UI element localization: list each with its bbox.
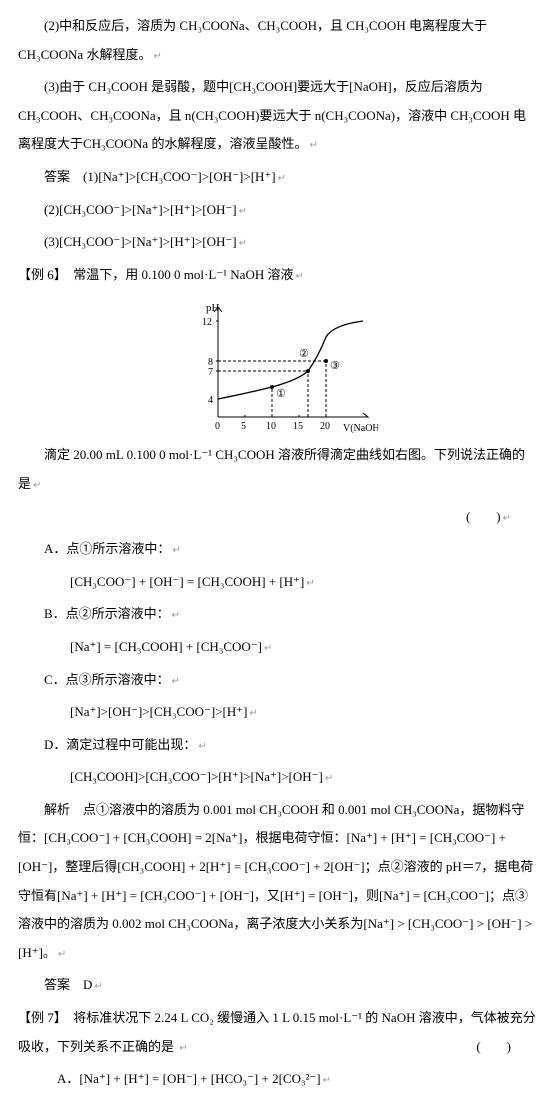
answer-3-line: (3)[CH₃COO⁻]>[Na⁺]>[H⁺]>[OH⁻]↵ (18, 228, 537, 257)
titration-curve-graph: pH 12 8 7 4 0 5 10 15 20 V(NaOH)/mL ① ② … (178, 297, 378, 437)
ex7-paren: ( ) (476, 1033, 511, 1062)
text: A．点①所示溶液中： (44, 541, 170, 556)
y-axis-label: pH (206, 302, 220, 314)
return-mark: ↵ (239, 238, 247, 249)
example-6-header: 【例 6】 常温下，用 0.100 0 mol·L⁻¹ NaOH 溶液↵ (18, 261, 537, 290)
text: [CH₃COO⁻] + [OH⁻] = [CH₃COOH] + [H⁺] (70, 574, 304, 589)
option-a-line2: [CH₃COO⁻] + [OH⁻] = [CH₃COOH] + [H⁺]↵ (70, 568, 537, 597)
return-mark: ↵ (179, 1043, 187, 1054)
return-mark: ↵ (309, 140, 317, 151)
text: (2)中和反应后，溶质为 CH₃COONa、CH₃COOH，且 CH₃COOH … (18, 18, 487, 62)
analysis-label: 解析 (44, 802, 70, 817)
return-mark: ↵ (198, 741, 206, 752)
xtick-5: 5 (241, 421, 246, 432)
answer-3: (3)[CH₃COO⁻]>[Na⁺]>[H⁺]>[OH⁻] (44, 234, 237, 249)
mark-1: ① (276, 388, 286, 400)
return-mark: ↵ (33, 480, 41, 491)
return-mark: ↵ (503, 513, 511, 524)
x-axis-label: V(NaOH)/mL (343, 423, 378, 434)
return-mark: ↵ (325, 773, 333, 784)
xtick-20: 20 (320, 421, 330, 432)
paragraph-2: (2)中和反应后，溶质为 CH₃COONa、CH₃COOH，且 CH₃COOH … (18, 12, 537, 69)
final-answer-label: 答案 (44, 977, 70, 992)
final-answer-value: D (83, 977, 92, 992)
answer-2: (2)[CH₃COO⁻]>[Na⁺]>[H⁺]>[OH⁻] (44, 202, 237, 217)
return-mark: ↵ (249, 708, 257, 719)
return-mark: ↵ (172, 545, 180, 556)
return-mark: ↵ (172, 676, 180, 687)
option-d-line1: D．滴定过程中可能出现：↵ (44, 731, 537, 760)
text: [Na⁺]>[OH⁻]>[CH₃COO⁻]>[H⁺] (70, 704, 247, 719)
xtick-0: 0 (215, 421, 220, 432)
ytick-4: 4 (208, 395, 213, 406)
option-c-line2: [Na⁺]>[OH⁻]>[CH₃COO⁻]>[H⁺]↵ (70, 698, 537, 727)
return-mark: ↵ (172, 610, 180, 621)
text: A．[Na⁺] + [H⁺] = [OH⁻] + [HCO₃⁻] + 2[CO₃… (57, 1071, 321, 1086)
return-mark: ↵ (323, 1075, 331, 1086)
return-mark: ↵ (58, 949, 66, 960)
text: ( ) (466, 509, 501, 524)
text: [Na⁺] = [CH₃COOH] + [CH₃COO⁻] (70, 639, 262, 654)
ytick-7: 7 (208, 367, 213, 378)
option-b-line2: [Na⁺] = [CH₃COOH] + [CH₃COO⁻]↵ (70, 633, 537, 662)
analysis-block: 解析 点①溶液中的溶质为 0.001 mol CH₃COOH 和 0.001 m… (18, 796, 537, 968)
example-7-header: 【例 7】 将标准状况下 2.24 L CO₂ 缓慢通入 1 L 0.15 mo… (18, 1004, 537, 1061)
answer-label: 答案 (44, 169, 70, 184)
answer-2-line: (2)[CH₃COO⁻]>[Na⁺]>[H⁺]>[OH⁻]↵ (18, 196, 537, 225)
option-c-line1: C．点③所示溶液中：↵ (44, 666, 537, 695)
example-7-label: 【例 7】 (18, 1010, 60, 1025)
return-mark: ↵ (295, 271, 303, 282)
option-b-line1: B．点②所示溶液中：↵ (44, 600, 537, 629)
text: D．滴定过程中可能出现： (44, 737, 196, 752)
example-6-stem: 常温下，用 0.100 0 mol·L⁻¹ NaOH 溶液 (73, 267, 293, 282)
option-a-line1: A．点①所示溶液中：↵ (44, 535, 537, 564)
mark-3: ③ (330, 360, 340, 372)
text: 滴定 20.00 mL 0.100 0 mol·L⁻¹ CH₃COOH 溶液所得… (18, 447, 525, 491)
xtick-15: 15 (293, 421, 303, 432)
mark-2: ② (299, 348, 309, 360)
option-d-line2: [CH₃COOH]>[CH₃COO⁻]>[H⁺]>[Na⁺]>[OH⁻]↵ (70, 763, 537, 792)
return-mark: ↵ (306, 578, 314, 589)
text: C．点③所示溶液中： (44, 672, 170, 687)
answer-block: 答案 (1)[Na⁺]>[CH₃COO⁻]>[OH⁻]>[H⁺]↵ (18, 163, 537, 192)
answer-1: (1)[Na⁺]>[CH₃COO⁻]>[OH⁻]>[H⁺] (83, 169, 276, 184)
example-6-label: 【例 6】 (18, 267, 60, 282)
return-mark: ↵ (239, 206, 247, 217)
final-answer: 答案 D↵ (18, 971, 537, 1000)
return-mark: ↵ (264, 643, 272, 654)
text: B．点②所示溶液中： (44, 606, 170, 621)
return-mark: ↵ (278, 173, 286, 184)
ex7-option-a: A．[Na⁺] + [H⁺] = [OH⁻] + [HCO₃⁻] + 2[CO₃… (57, 1065, 537, 1094)
paragraph-3: (3)由于 CH₃COOH 是弱酸，题中[CH₃COOH]要远大于[NaOH]，… (18, 73, 537, 159)
return-mark: ↵ (94, 981, 102, 992)
xtick-10: 10 (266, 421, 276, 432)
example-7-stem: 将标准状况下 2.24 L CO₂ 缓慢通入 1 L 0.15 mol·L⁻¹ … (18, 1010, 536, 1054)
ytick-12: 12 (202, 317, 212, 328)
example-6-question: 滴定 20.00 mL 0.100 0 mol·L⁻¹ CH₃COOH 溶液所得… (18, 441, 537, 498)
paren-blank: ( )↵ (18, 503, 537, 532)
text: (3)由于 CH₃COOH 是弱酸，题中[CH₃COOH]要远大于[NaOH]，… (18, 79, 526, 151)
return-mark: ↵ (153, 51, 161, 62)
text: [CH₃COOH]>[CH₃COO⁻]>[H⁺]>[Na⁺]>[OH⁻] (70, 769, 323, 784)
analysis-text: 点①溶液中的溶质为 0.001 mol CH₃COOH 和 0.001 mol … (18, 802, 533, 960)
